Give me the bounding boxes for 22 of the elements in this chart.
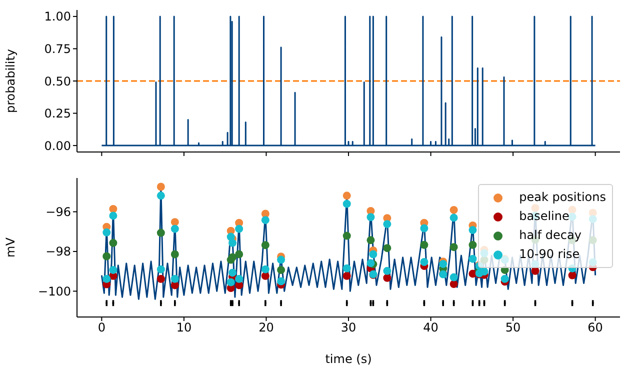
series-label: 10-90 rise [519,246,580,263]
y-tick-label: 1.00 [44,10,71,24]
x-tick-label: 10 [176,320,192,335]
y-tick-label: 0.50 [44,74,71,88]
x-tick-label: 60 [588,320,603,335]
x-axis-title: time (s) [325,352,372,366]
y-tick-label: 0.00 [44,138,71,153]
legend-label: baseline [519,208,570,225]
x-tick-label: 40 [423,320,438,335]
legend-label: peak positions [519,189,606,206]
x-tick-label: 0 [98,320,106,335]
y-tick-label: 0.25 [44,106,71,121]
x-tick-label: 50 [505,320,521,335]
y-tick-label: 0.75 [44,42,71,56]
y-tick-label: −100 [38,284,71,298]
y-axis-title: mV [3,236,18,258]
x-tick-label: 30 [340,320,356,335]
x-tick-label: 20 [258,320,274,335]
legend-label: half decay [519,227,582,244]
y-tick-label: −96 [46,205,71,220]
y-axis-title: probability [3,48,18,114]
y-tick-label: −98 [46,244,71,259]
